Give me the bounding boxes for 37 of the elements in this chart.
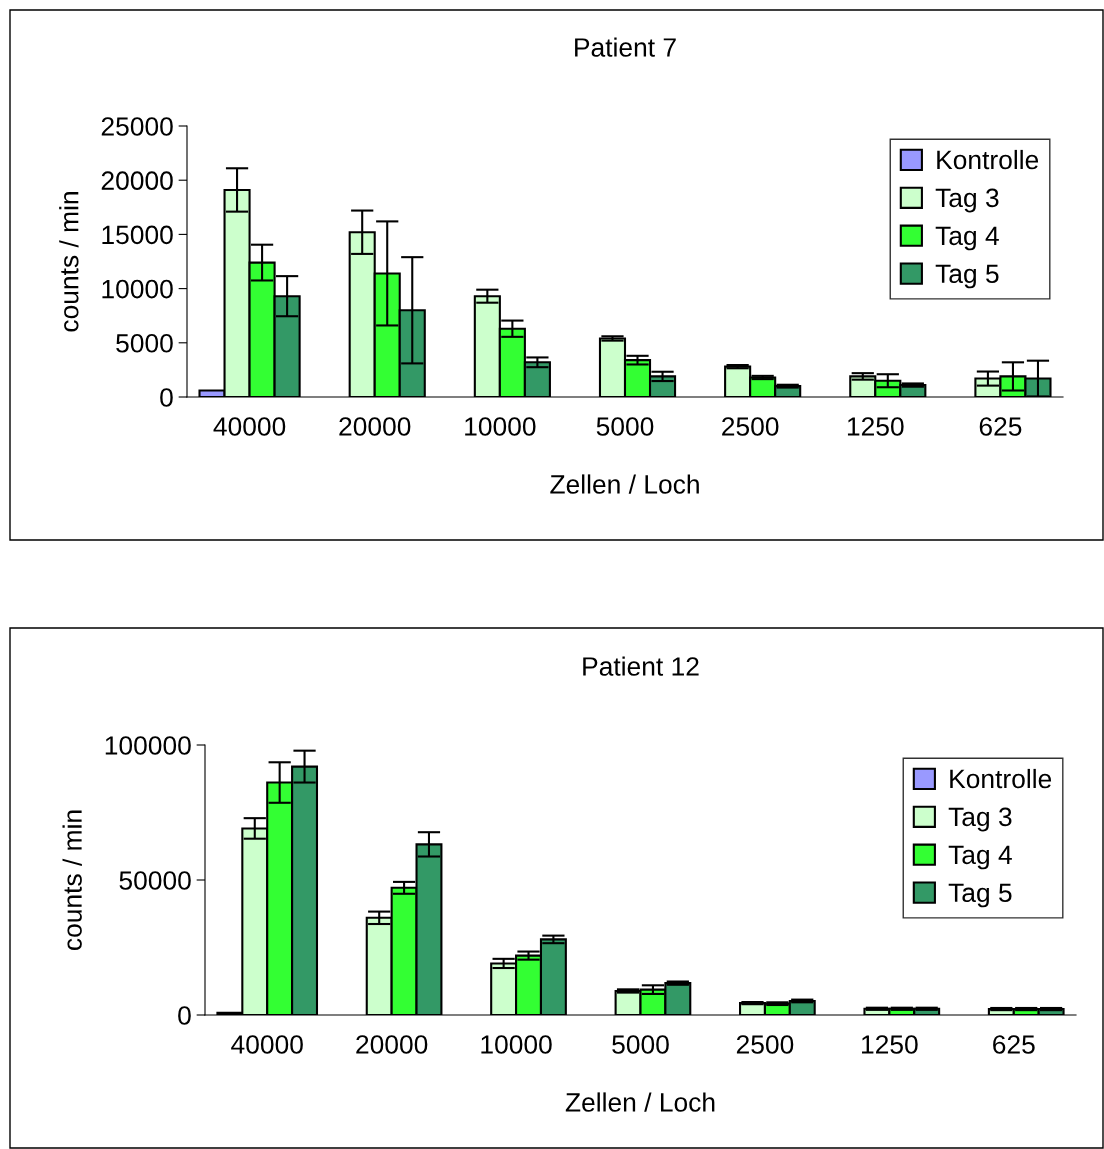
legend-label: Tag 4 xyxy=(948,845,1012,870)
legend-label: Kontrolle xyxy=(950,768,1052,789)
y-tick-label: 5000 xyxy=(116,333,173,353)
x-tick-label: 2500 xyxy=(722,417,779,436)
y-tick-label: 15000 xyxy=(102,225,173,245)
x-tick-label: 625 xyxy=(993,1035,1035,1054)
y-axis-title: counts / min xyxy=(62,810,82,951)
x-tick-label: 1250 xyxy=(862,1035,918,1054)
y-tick-label: 0 xyxy=(160,388,173,407)
y-tick-label: 100000 xyxy=(105,736,191,755)
y-tick-label: 20000 xyxy=(101,171,173,191)
legend-label: Tag 3 xyxy=(935,188,999,213)
x-tick-label: 1250 xyxy=(847,417,904,436)
legend-label: Tag 3 xyxy=(948,807,1012,832)
x-tick-label: 20000 xyxy=(339,417,411,436)
x-axis-title: Zellen / Loch xyxy=(550,474,699,494)
x-tick-label: 10000 xyxy=(465,417,536,436)
x-tick-label: 20000 xyxy=(356,1035,428,1054)
x-tick-label: 40000 xyxy=(213,417,286,436)
x-tick-label: 40000 xyxy=(231,1035,303,1054)
x-tick-label: 5000 xyxy=(596,417,654,436)
y-tick-label: 25000 xyxy=(101,117,173,136)
x-tick-label: 10000 xyxy=(481,1035,552,1054)
x-axis-title: Zellen / Loch xyxy=(565,1092,715,1112)
legend-label: Tag 5 xyxy=(948,883,1012,908)
legend-label: Tag 5 xyxy=(935,264,999,289)
legend-label: Kontrolle xyxy=(937,149,1039,170)
legend-label: Tag 4 xyxy=(935,226,999,251)
x-tick-label: 5000 xyxy=(612,1035,669,1054)
y-tick-label: 10000 xyxy=(102,279,173,299)
x-tick-label: 625 xyxy=(979,417,1022,436)
x-tick-label: 2500 xyxy=(736,1035,794,1054)
y-axis-title: counts / min xyxy=(59,192,79,332)
chart-title: Patient 7 xyxy=(575,37,676,57)
y-tick-label: 50000 xyxy=(119,871,191,890)
y-tick-label: 0 xyxy=(178,1006,191,1025)
chart-title: Patient 12 xyxy=(583,656,699,676)
